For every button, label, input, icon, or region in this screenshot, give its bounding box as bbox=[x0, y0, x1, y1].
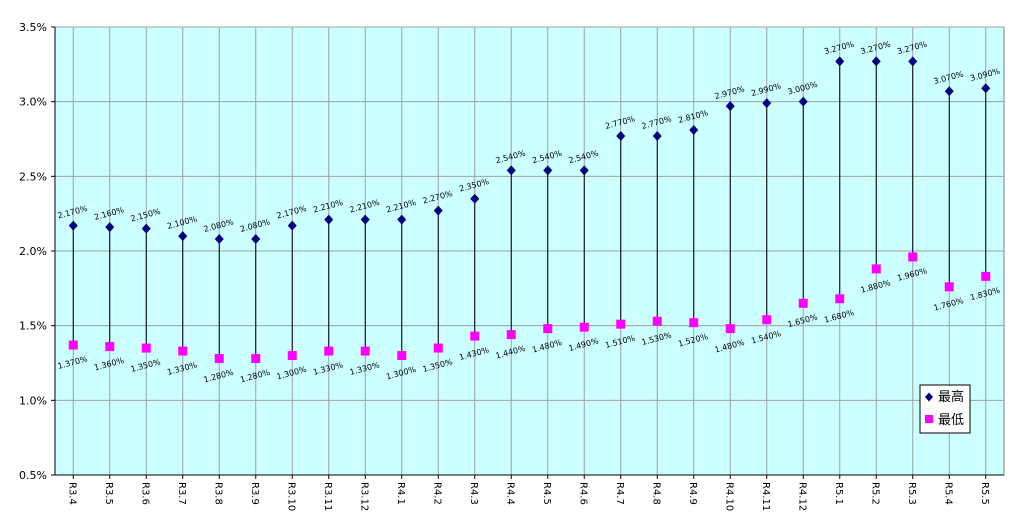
x-tick-label: R5.1 bbox=[833, 482, 844, 505]
high-marker bbox=[762, 98, 772, 109]
low-marker bbox=[579, 322, 589, 332]
y-tick-label: 1.5% bbox=[19, 320, 47, 333]
low-marker bbox=[543, 324, 553, 334]
high-marker bbox=[214, 234, 224, 245]
legend-box bbox=[919, 384, 971, 434]
low-marker bbox=[616, 319, 626, 329]
legend: 最高 最低 bbox=[919, 384, 971, 434]
low-marker bbox=[68, 340, 78, 350]
x-tick-label: R3.5 bbox=[103, 482, 114, 505]
low-marker bbox=[908, 252, 918, 262]
low-marker bbox=[506, 330, 516, 340]
y-tick-label: 3.0% bbox=[19, 96, 47, 109]
high-marker bbox=[287, 220, 297, 231]
y-tick-label: 0.5% bbox=[19, 469, 47, 482]
x-tick-label: R4.8 bbox=[650, 482, 661, 505]
x-tick-label: R4.3 bbox=[468, 482, 479, 505]
x-tick-label: R3.8 bbox=[212, 482, 223, 505]
x-tick-label: R4.11 bbox=[760, 482, 771, 511]
high-marker bbox=[944, 86, 954, 97]
data-markers bbox=[68, 56, 991, 364]
x-tick-label: R4.4 bbox=[504, 482, 515, 505]
x-tick-label: R5.2 bbox=[869, 482, 880, 505]
low-marker bbox=[251, 354, 261, 364]
low-marker bbox=[470, 331, 480, 341]
high-marker bbox=[178, 231, 188, 242]
high-marker bbox=[871, 56, 881, 67]
x-tick-label: R3.12 bbox=[358, 482, 369, 511]
low-marker bbox=[287, 351, 297, 361]
low-marker bbox=[178, 346, 188, 356]
high-marker bbox=[689, 125, 699, 136]
low-marker bbox=[835, 294, 845, 304]
low-marker bbox=[652, 316, 662, 326]
legend-label-high: 最高 bbox=[938, 389, 964, 405]
high-marker bbox=[579, 165, 589, 176]
axes: 0.5% 1.0% 1.5% 2.0% 2.5% 3.0% 3.5% R3.4 R3.5 R3.6… bbox=[19, 21, 1004, 511]
high-marker bbox=[360, 214, 370, 225]
high-marker bbox=[652, 131, 662, 142]
x-tick-label: R4.1 bbox=[395, 482, 406, 505]
low-marker bbox=[725, 324, 735, 334]
high-marker bbox=[141, 223, 151, 234]
x-tick-label: R4.12 bbox=[796, 482, 807, 511]
high-marker bbox=[324, 214, 334, 225]
high-marker bbox=[470, 193, 480, 204]
x-tick-label: R4.7 bbox=[614, 482, 625, 505]
legend-label-low: 最低 bbox=[938, 413, 964, 428]
high-marker bbox=[616, 131, 626, 142]
low-marker bbox=[944, 282, 954, 292]
high-marker bbox=[68, 220, 78, 231]
low-marker bbox=[762, 315, 772, 325]
x-tick-label: R3.4 bbox=[66, 482, 77, 505]
x-tick-label: R4.10 bbox=[723, 482, 734, 511]
x-tick-label: R5.3 bbox=[906, 482, 917, 505]
x-tick-label: R5.4 bbox=[942, 482, 953, 505]
x-tick-label: R3.11 bbox=[322, 482, 333, 511]
y-tick-label: 3.5% bbox=[19, 21, 47, 34]
x-tick-label: R4.2 bbox=[431, 482, 442, 505]
low-marker bbox=[105, 342, 115, 352]
high-marker bbox=[397, 214, 407, 225]
low-marker bbox=[689, 318, 699, 328]
high-marker bbox=[251, 234, 261, 245]
high-marker bbox=[433, 205, 443, 216]
high-marker bbox=[908, 56, 918, 67]
low-marker bbox=[981, 271, 991, 281]
legend-marker-low bbox=[925, 415, 933, 423]
x-tick-label: R4.9 bbox=[687, 482, 698, 505]
x-tick-label: R3.7 bbox=[176, 482, 187, 505]
high-marker bbox=[105, 222, 115, 233]
high-marker bbox=[725, 101, 735, 112]
x-tick-label: R4.5 bbox=[541, 482, 552, 505]
low-marker bbox=[214, 354, 224, 364]
x-tick-label: R3.6 bbox=[139, 482, 150, 505]
low-marker bbox=[360, 346, 370, 356]
low-marker bbox=[871, 264, 881, 274]
y-tick-label: 1.0% bbox=[19, 394, 47, 407]
low-marker bbox=[324, 346, 334, 356]
high-low-lines bbox=[72, 61, 987, 359]
high-marker bbox=[798, 96, 808, 107]
y-tick-label: 2.5% bbox=[19, 170, 47, 183]
low-marker bbox=[798, 298, 808, 308]
low-marker bbox=[397, 351, 407, 361]
legend-marker-high bbox=[925, 392, 933, 402]
high-marker bbox=[543, 165, 553, 176]
y-tick-label: 2.0% bbox=[19, 245, 47, 258]
x-tick-label: R3.9 bbox=[249, 482, 260, 505]
low-marker bbox=[141, 343, 151, 353]
x-tick-label: R4.6 bbox=[577, 482, 588, 505]
high-marker bbox=[981, 83, 991, 94]
x-tick-label: R5.5 bbox=[979, 482, 990, 505]
low-marker bbox=[433, 343, 443, 353]
x-tick-label: R3.10 bbox=[285, 482, 296, 511]
high-marker bbox=[835, 56, 845, 67]
high-marker bbox=[506, 165, 516, 176]
